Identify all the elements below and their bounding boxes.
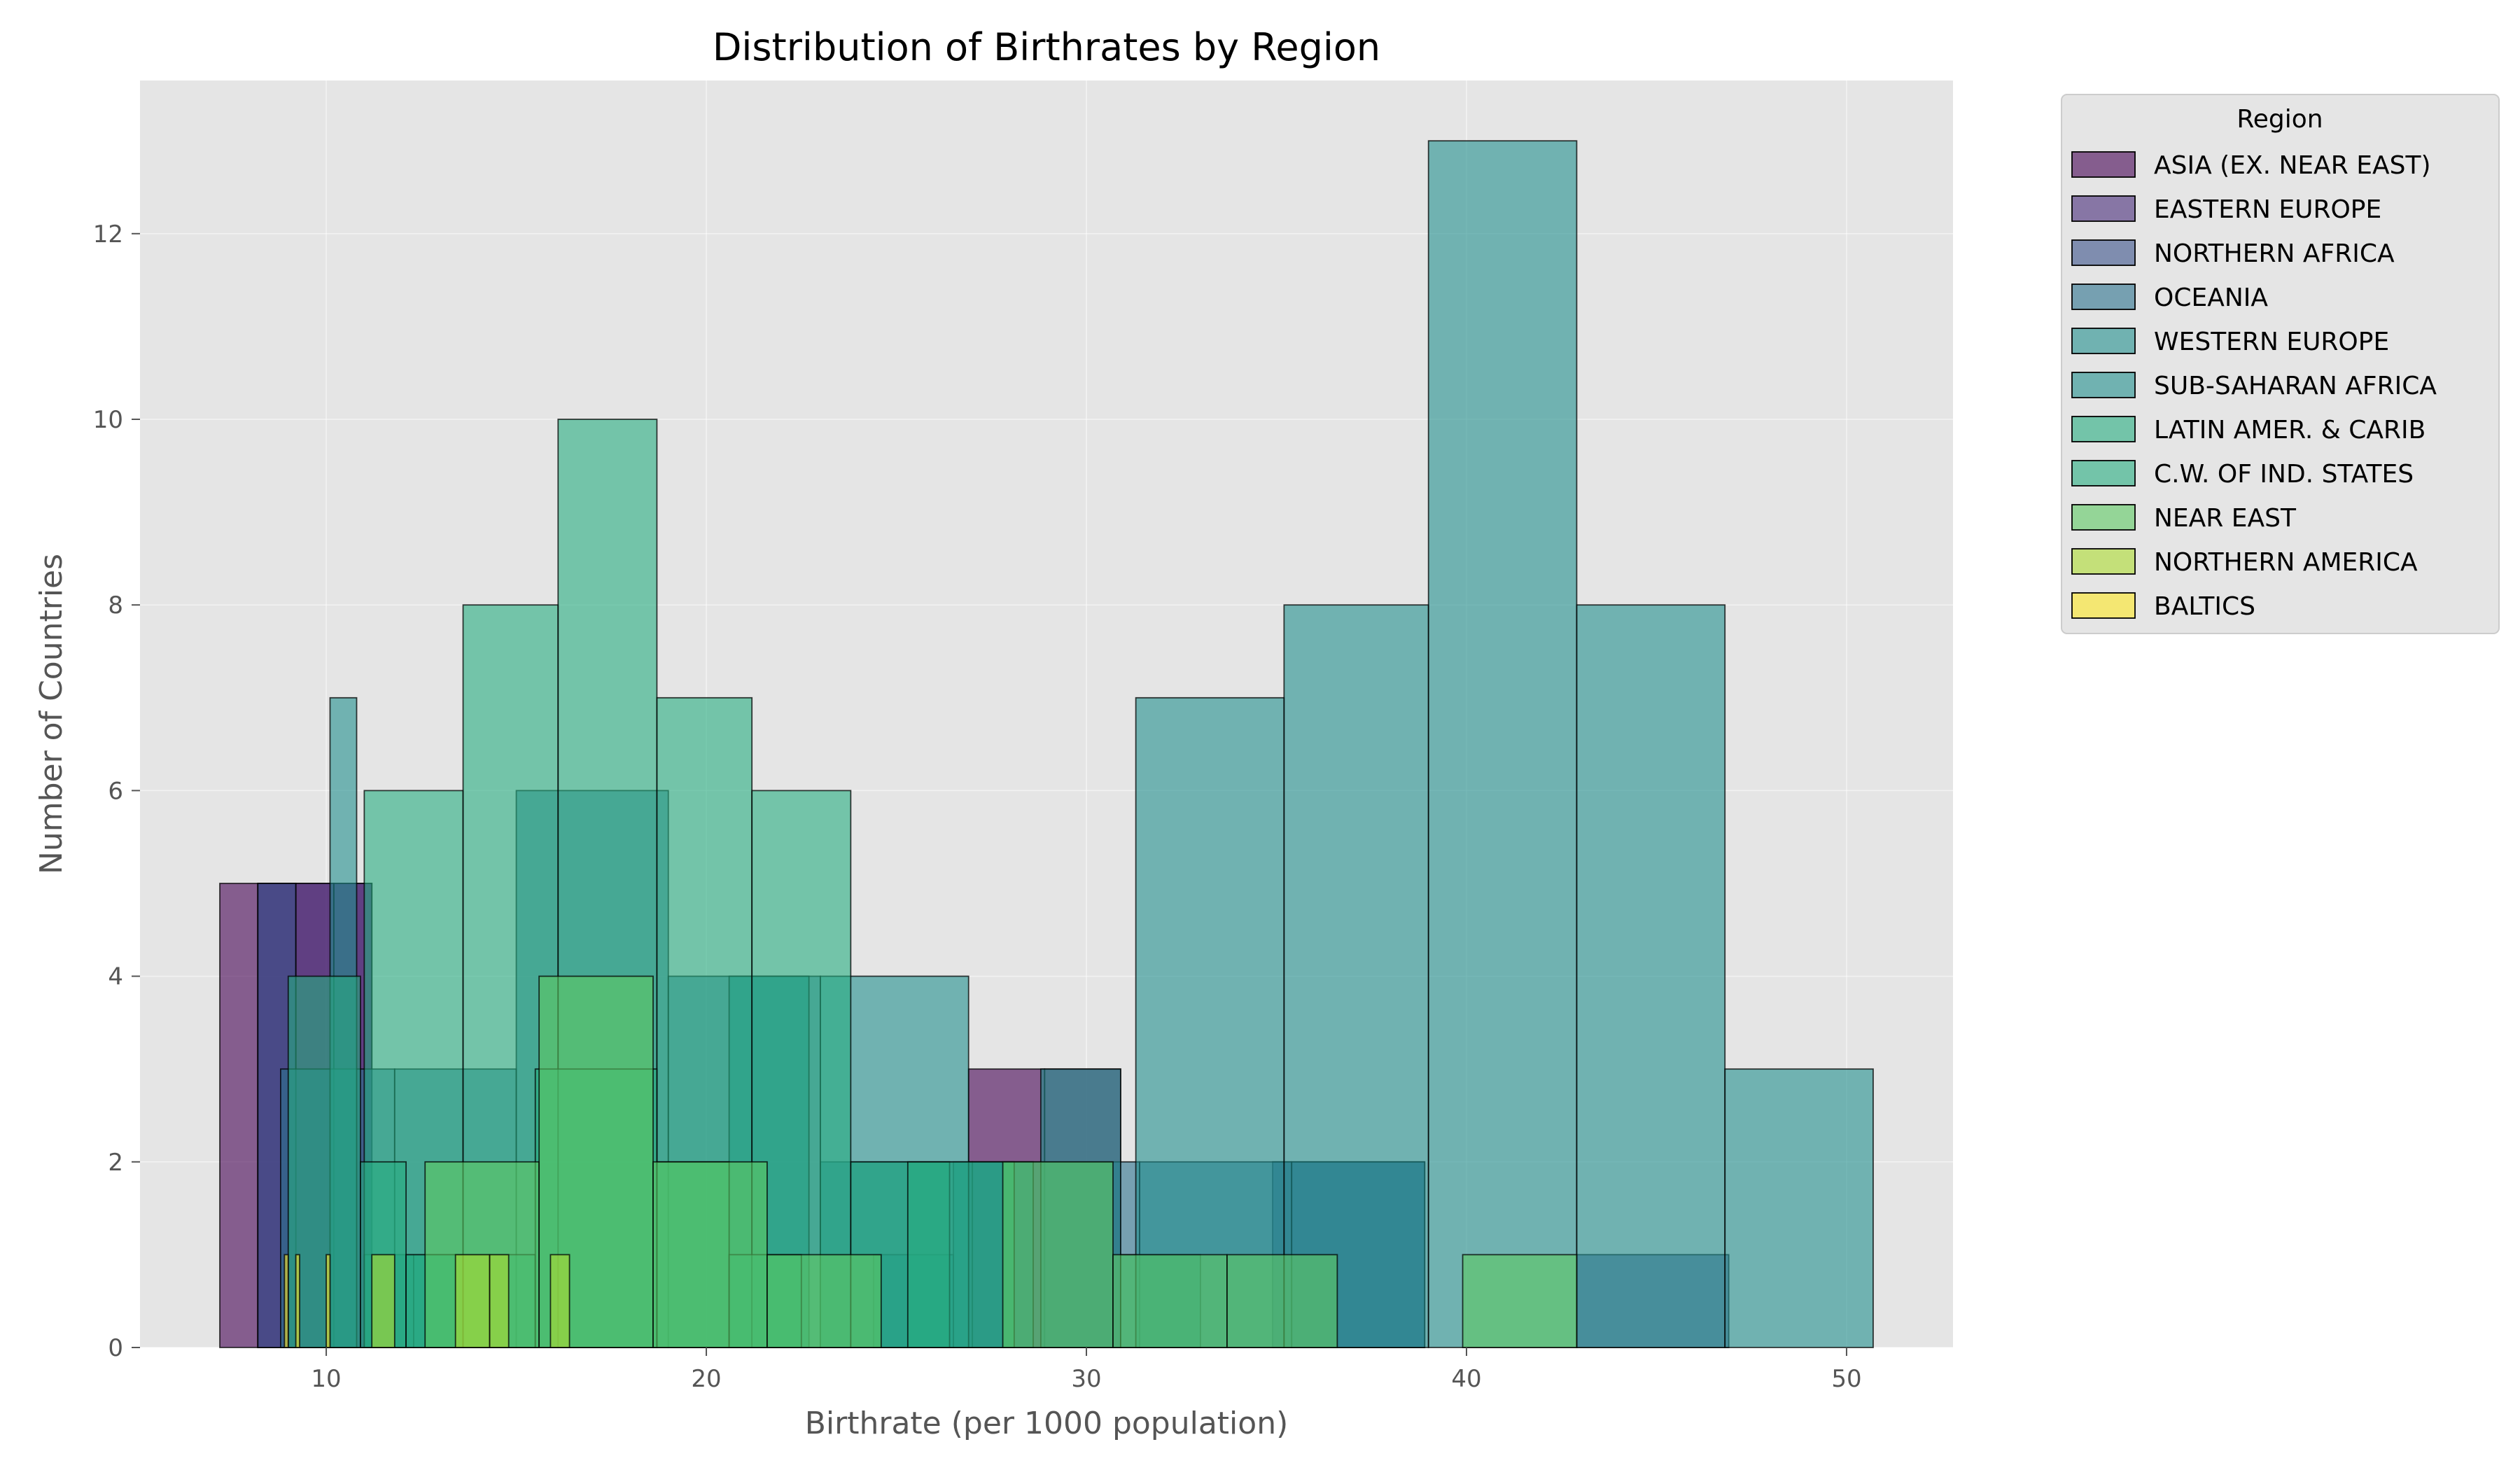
legend-swatch — [2071, 151, 2136, 178]
histogram-bar — [1002, 1161, 1114, 1348]
histogram-bar — [1576, 604, 1726, 1348]
y-tick-label: 6 — [108, 777, 123, 805]
histogram-bar — [1462, 1254, 1578, 1348]
histogram-bar — [489, 1254, 510, 1348]
legend-label: BALTICS — [2154, 592, 2255, 621]
legend-swatch — [2071, 195, 2136, 222]
legend-label: ASIA (EX. NEAR EAST) — [2154, 151, 2431, 180]
histogram-bar — [906, 1161, 1015, 1348]
y-tick-label: 10 — [93, 406, 123, 434]
x-tick-label: 30 — [1071, 1365, 1101, 1393]
legend-label: C.W. OF IND. STATES — [2154, 460, 2414, 489]
y-tick-label: 12 — [93, 220, 123, 248]
legend-swatch — [2071, 460, 2136, 486]
series-bars — [371, 1254, 570, 1348]
x-tick-label: 50 — [1831, 1365, 1861, 1393]
histogram-bar — [326, 1254, 331, 1348]
histogram-bar — [219, 883, 259, 1348]
histogram-bar — [371, 1254, 396, 1348]
x-axis-label: Birthrate (per 1000 population) — [805, 1406, 1289, 1441]
y-axis-label: Number of Countries — [34, 554, 69, 874]
legend-label: EASTERN EUROPE — [2154, 195, 2381, 224]
histogram-bar — [1135, 696, 1285, 1348]
series-bars — [284, 1254, 331, 1348]
legend-swatch — [2071, 504, 2136, 531]
legend-label: LATIN AMER. & CARIB — [2154, 416, 2426, 444]
axis-ticks: 10 20 30 40 50 0 2 4 6 8 10 12 — [93, 220, 1862, 1393]
legend-label: NORTHERN AFRICA — [2154, 239, 2395, 268]
legend-label: WESTERN EUROPE — [2154, 328, 2389, 356]
legend-swatch — [2071, 239, 2136, 266]
histogram-bar — [284, 1254, 289, 1348]
legend-swatch — [2071, 416, 2136, 442]
legend-items: ASIA (EX. NEAR EAST) EASTERN EUROPE NORTHE… — [2071, 151, 2437, 621]
y-tick-label: 2 — [108, 1149, 123, 1177]
y-tick-label: 0 — [108, 1334, 123, 1362]
histogram-bars — [219, 140, 1874, 1348]
legend-box — [2061, 94, 2500, 634]
legend-label: NORTHERN AMERICA — [2154, 548, 2418, 577]
legend-swatch — [2071, 372, 2136, 398]
histogram-bar — [1112, 1254, 1228, 1348]
legend-title: Region — [2236, 105, 2323, 134]
x-tick-label: 20 — [691, 1365, 721, 1393]
histogram-bar — [652, 1161, 768, 1348]
chart-title: Distribution of Birthrates by Region — [713, 25, 1380, 69]
histogram-bar — [1427, 140, 1578, 1348]
legend-swatch — [2071, 592, 2136, 619]
x-tick-label: 10 — [311, 1365, 341, 1393]
histogram-bar — [295, 1254, 300, 1348]
histogram-bar — [287, 975, 361, 1348]
histogram-bar — [1724, 1068, 1874, 1348]
x-tick-label: 40 — [1451, 1365, 1481, 1393]
histogram-bar — [766, 1254, 882, 1348]
legend-swatch — [2071, 284, 2136, 310]
legend-swatch — [2071, 328, 2136, 354]
legend-label: NEAR EAST — [2154, 504, 2297, 533]
y-tick-label: 8 — [108, 592, 123, 620]
legend-label: SUB-SAHARAN AFRICA — [2154, 372, 2437, 400]
y-tick-label: 4 — [108, 963, 123, 991]
histogram-bar — [1226, 1254, 1338, 1348]
legend: Region ASIA (EX. NEAR EAST) EASTERN EUROP… — [2061, 94, 2500, 634]
histogram-bar — [550, 1254, 570, 1348]
histogram-bar — [1283, 604, 1429, 1348]
histogram-bar — [454, 1254, 491, 1348]
legend-label: OCEANIA — [2154, 284, 2268, 312]
legend-swatch — [2071, 548, 2136, 575]
